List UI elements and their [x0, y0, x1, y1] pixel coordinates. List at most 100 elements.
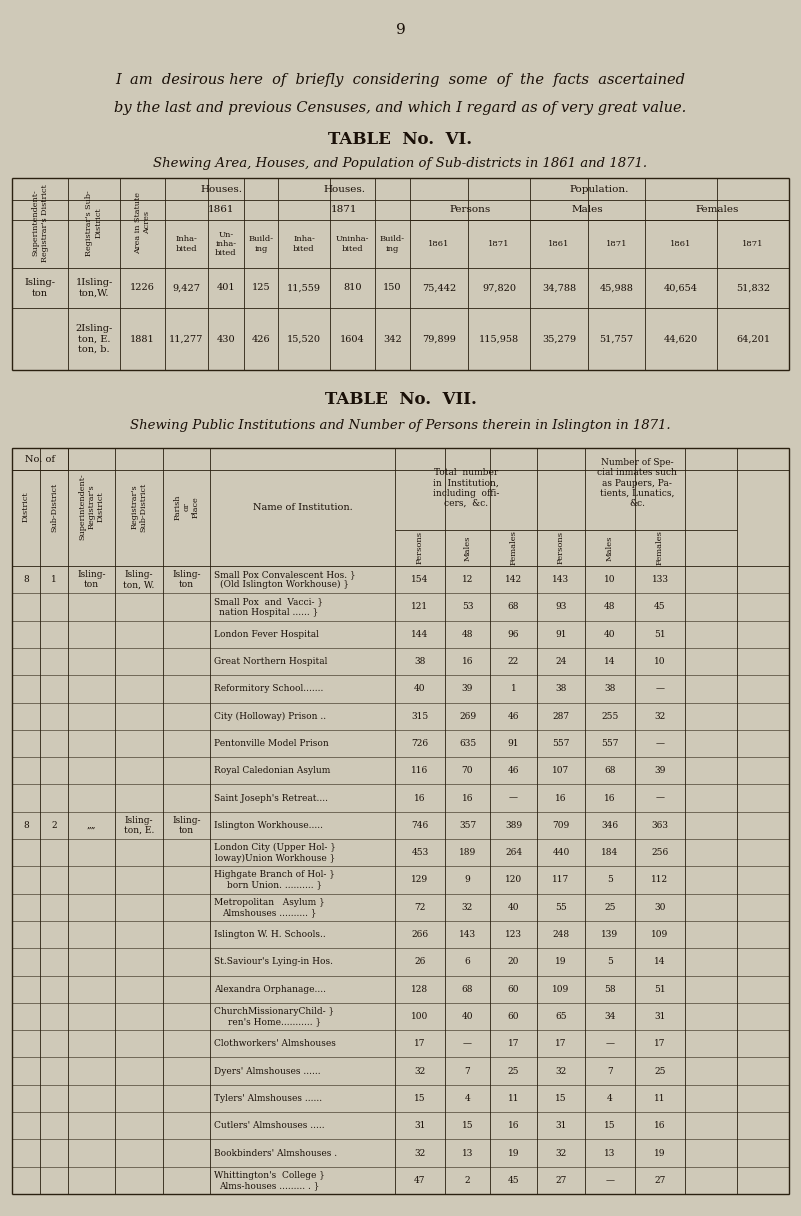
Text: „„: „„ [87, 821, 96, 829]
Text: Registrar's
Sub-District: Registrar's Sub-District [131, 483, 147, 531]
Text: 189: 189 [459, 849, 476, 857]
Text: —: — [606, 1176, 614, 1184]
Text: 38: 38 [414, 657, 425, 666]
Text: Tylers' Almshouses ......: Tylers' Almshouses ...... [214, 1094, 322, 1103]
Text: 26: 26 [414, 957, 425, 967]
Text: 34: 34 [604, 1012, 616, 1021]
Text: Parish
or
Place: Parish or Place [173, 494, 199, 519]
Text: 46: 46 [508, 766, 519, 776]
Text: 2: 2 [465, 1176, 470, 1184]
Text: 30: 30 [654, 902, 666, 912]
Text: 8: 8 [23, 821, 29, 829]
Text: 25: 25 [508, 1066, 519, 1076]
Text: —: — [655, 739, 665, 748]
Text: 709: 709 [553, 821, 570, 829]
Text: 55: 55 [555, 902, 567, 912]
Text: Inha-
bited: Inha- bited [175, 236, 197, 253]
Text: 143: 143 [459, 930, 476, 939]
Text: 1861: 1861 [429, 240, 449, 248]
Text: Uninha-
bited: Uninha- bited [336, 236, 369, 253]
Text: 184: 184 [602, 849, 618, 857]
Text: Metropolitan   Asylum }
Almshouses .......... }: Metropolitan Asylum } Almshouses .......… [214, 897, 324, 917]
Text: Isling-
ton, E.: Isling- ton, E. [124, 816, 154, 835]
Text: Shewing Public Institutions and Number of Persons therein in Islington in 1871.: Shewing Public Institutions and Number o… [131, 418, 670, 432]
Text: 11: 11 [508, 1094, 519, 1103]
Text: Shewing Area, Houses, and Population of Sub-districts in 1861 and 1871.: Shewing Area, Houses, and Population of … [154, 157, 647, 169]
Text: 5: 5 [607, 876, 613, 884]
Text: 10: 10 [604, 575, 616, 584]
Text: 139: 139 [602, 930, 618, 939]
Text: —: — [606, 1040, 614, 1048]
Text: 266: 266 [412, 930, 429, 939]
Text: 38: 38 [604, 685, 616, 693]
Text: 15: 15 [414, 1094, 426, 1103]
Text: St.Saviour's Lying-in Hos.: St.Saviour's Lying-in Hos. [214, 957, 333, 967]
Text: 96: 96 [508, 630, 519, 638]
Text: 315: 315 [412, 711, 429, 721]
Text: 32: 32 [414, 1149, 425, 1158]
Text: Small Pox Convalescent Hos. }
(Old Islington Workhouse) }: Small Pox Convalescent Hos. } (Old Islin… [214, 570, 356, 590]
Text: Persons: Persons [416, 531, 424, 564]
Text: 746: 746 [412, 821, 429, 829]
Text: Females: Females [656, 530, 664, 565]
Text: Great Northern Hospital: Great Northern Hospital [214, 657, 328, 666]
Text: 357: 357 [459, 821, 476, 829]
Text: Registrar's Sub-
District: Registrar's Sub- District [86, 190, 103, 255]
Text: 1871: 1871 [331, 206, 357, 214]
Text: Superintendent-
Registrar's District: Superintendent- Registrar's District [31, 184, 49, 261]
Text: 51: 51 [654, 985, 666, 993]
Text: Whittington's  College }
Alms-houses ......... . }: Whittington's College } Alms-houses ....… [214, 1171, 325, 1190]
Text: 91: 91 [508, 739, 519, 748]
Text: Isling-
ton: Isling- ton [172, 570, 201, 590]
Text: 17: 17 [654, 1040, 666, 1048]
Text: Pentonville Model Prison: Pentonville Model Prison [214, 739, 328, 748]
Text: 93: 93 [555, 602, 566, 612]
Text: 17: 17 [508, 1040, 519, 1048]
Text: Small Pox  and  Vacci- }
nation Hospital ...... }: Small Pox and Vacci- } nation Hospital .… [214, 597, 323, 617]
Text: 7: 7 [607, 1066, 613, 1076]
Text: 109: 109 [553, 985, 570, 993]
Text: 121: 121 [412, 602, 429, 612]
Text: 4: 4 [465, 1094, 470, 1103]
Text: District: District [22, 491, 30, 523]
Text: 40: 40 [461, 1012, 473, 1021]
Text: 16: 16 [654, 1121, 666, 1130]
Text: Isling-
ton: Isling- ton [77, 570, 106, 590]
Text: 79,899: 79,899 [422, 334, 456, 343]
Text: 19: 19 [555, 957, 567, 967]
Text: 19: 19 [508, 1149, 519, 1158]
Text: 125: 125 [252, 283, 270, 293]
Text: 269: 269 [459, 711, 476, 721]
Text: Islington Workhouse.....: Islington Workhouse..... [214, 821, 323, 829]
Text: Males: Males [606, 535, 614, 561]
Text: Inha-
bited: Inha- bited [293, 236, 315, 253]
Text: 48: 48 [461, 630, 473, 638]
Text: 14: 14 [654, 957, 666, 967]
Text: 440: 440 [553, 849, 570, 857]
Text: 25: 25 [654, 1066, 666, 1076]
Text: 32: 32 [555, 1066, 566, 1076]
Text: Un-
inha-
bited: Un- inha- bited [215, 231, 237, 258]
Text: Number of Spe-
cial inmates such
as Paupers, Pa-
tients, Lunatics,
&c.: Number of Spe- cial inmates such as Paup… [597, 457, 677, 508]
Text: 109: 109 [651, 930, 669, 939]
Text: TABLE  No.  VII.: TABLE No. VII. [324, 392, 477, 409]
Text: I  am  desirous here  of  briefly  considering  some  of  the  facts  ascertaine: I am desirous here of briefly considerin… [115, 73, 686, 88]
Text: 5: 5 [607, 957, 613, 967]
Text: 65: 65 [555, 1012, 567, 1021]
Text: Saint Joseph's Retreat....: Saint Joseph's Retreat.... [214, 794, 328, 803]
Text: 9,427: 9,427 [172, 283, 200, 293]
Text: Clothworkers' Almshouses: Clothworkers' Almshouses [214, 1040, 336, 1048]
Text: 248: 248 [553, 930, 570, 939]
Text: 31: 31 [654, 1012, 666, 1021]
Text: 154: 154 [411, 575, 429, 584]
Text: 1861: 1861 [208, 206, 235, 214]
Text: 46: 46 [508, 711, 519, 721]
Text: Houses.: Houses. [200, 185, 243, 193]
Text: 264: 264 [505, 849, 522, 857]
Text: 17: 17 [555, 1040, 567, 1048]
Text: 16: 16 [461, 794, 473, 803]
Text: 9: 9 [465, 876, 470, 884]
Text: 68: 68 [461, 985, 473, 993]
Text: 129: 129 [412, 876, 429, 884]
Text: 1: 1 [51, 575, 57, 584]
